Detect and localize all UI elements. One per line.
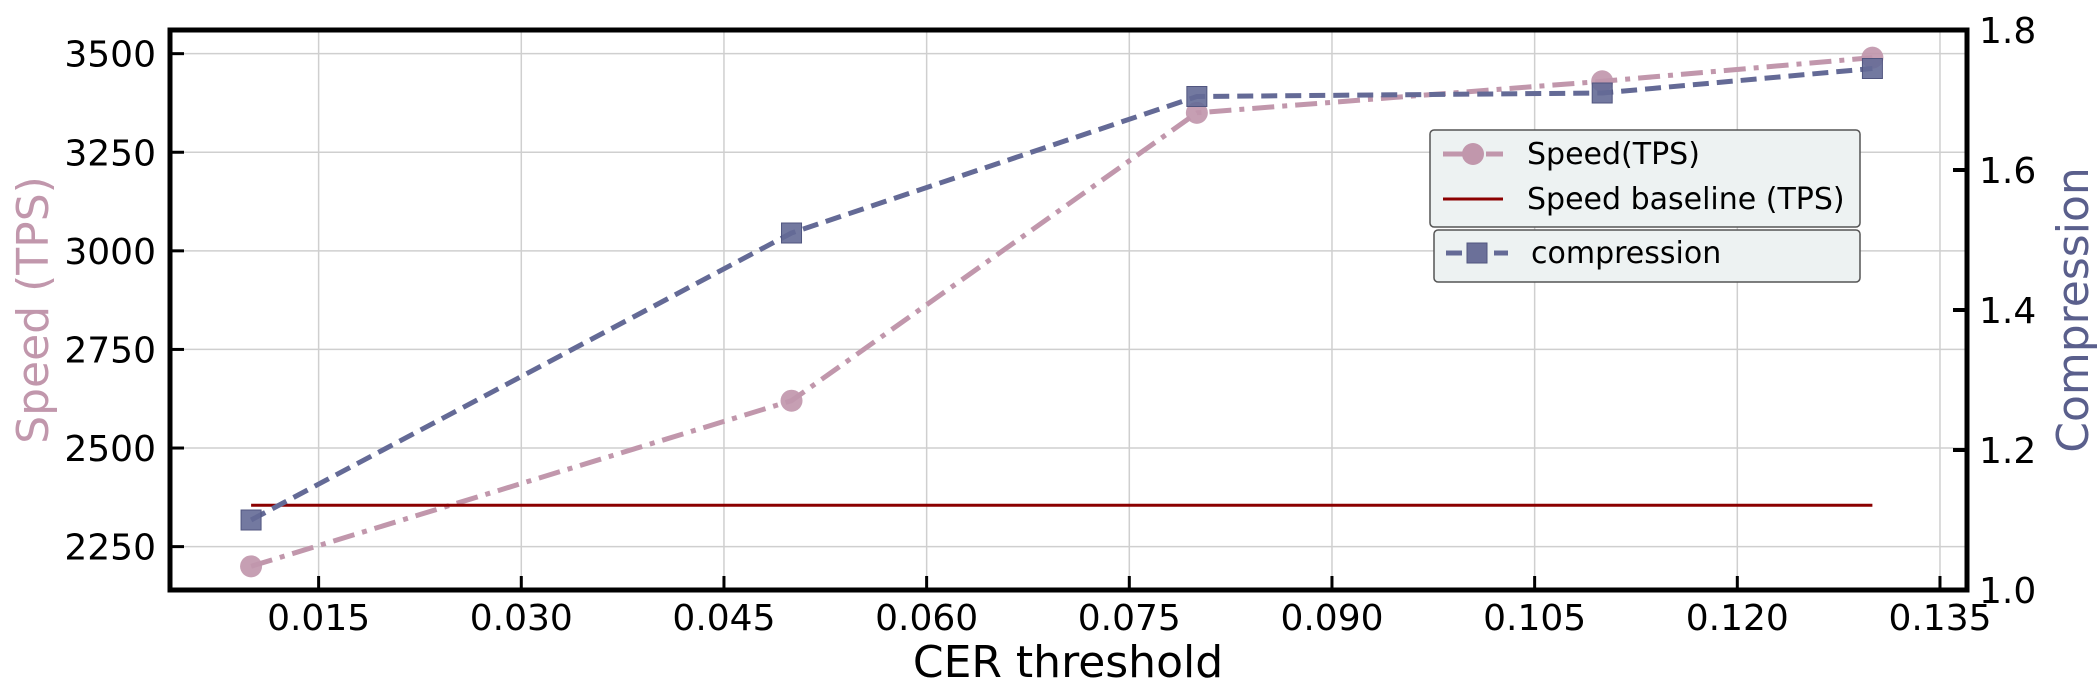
legend-right-frame: [1433, 229, 1861, 283]
legend-baseline-label: Speed baseline (TPS): [1527, 182, 1845, 217]
data-point-speed: [1185, 101, 1208, 124]
y-right-tick-label: 1.4: [1979, 291, 2036, 332]
y-right-tick-label: 1.2: [1979, 431, 2036, 472]
x-tick-label: 0.135: [1888, 598, 1991, 639]
data-point-compression: [1861, 58, 1883, 79]
y-left-tick-label: 3250: [64, 133, 156, 174]
y-left-tick-label: 2250: [64, 528, 156, 569]
data-point-speed: [780, 389, 803, 412]
x-tick-label: 0.045: [672, 598, 775, 639]
y-right-tick-label: 1.6: [1979, 151, 2036, 192]
y-right-tick-label: 1.8: [1979, 11, 2036, 52]
plot-frame: [167, 27, 1970, 593]
legend-speed-label: Speed(TPS): [1527, 137, 1700, 172]
x-tick-label: 0.090: [1280, 598, 1383, 639]
data-point-compression: [240, 509, 262, 531]
legend-left: Speed(TPS) Speed baseline (TPS): [1429, 129, 1861, 228]
legend-compression-marker: [1466, 242, 1488, 264]
y-left-tick-label: 3500: [64, 35, 156, 76]
x-tick-label: 0.060: [875, 598, 978, 639]
y-axis-right-label: Compression: [2048, 167, 2099, 453]
y-left-tick-label: 2500: [64, 429, 156, 470]
x-tick-label: 0.105: [1483, 598, 1586, 639]
ticks: 0.015 0.030 0.045 0.060 0.075 0.090 0.105 0.120…: [64, 11, 2036, 639]
legend-speed-marker: [1462, 143, 1484, 165]
data-point-speed: [240, 555, 263, 578]
legend-compression-label: compression: [1531, 236, 1721, 271]
data-point-compression: [1186, 86, 1208, 107]
data-point-compression: [1591, 82, 1613, 104]
y-right-tick-label: 1.0: [1979, 571, 2036, 612]
y-axis-left-label: Speed (TPS): [8, 176, 59, 444]
legend-left-frame: [1429, 129, 1861, 228]
series: [240, 46, 1884, 578]
y-left-tick-label: 2750: [64, 330, 156, 371]
x-tick-label: 0.030: [470, 598, 573, 639]
x-tick-label: 0.015: [267, 598, 370, 639]
y-left-tick-label: 3000: [64, 232, 156, 273]
legend-right: compression: [1433, 229, 1861, 283]
data-point-compression: [781, 222, 803, 244]
x-tick-label: 0.075: [1078, 598, 1181, 639]
x-tick-label: 0.120: [1686, 598, 1789, 639]
x-axis-label: CER threshold: [913, 637, 1223, 688]
